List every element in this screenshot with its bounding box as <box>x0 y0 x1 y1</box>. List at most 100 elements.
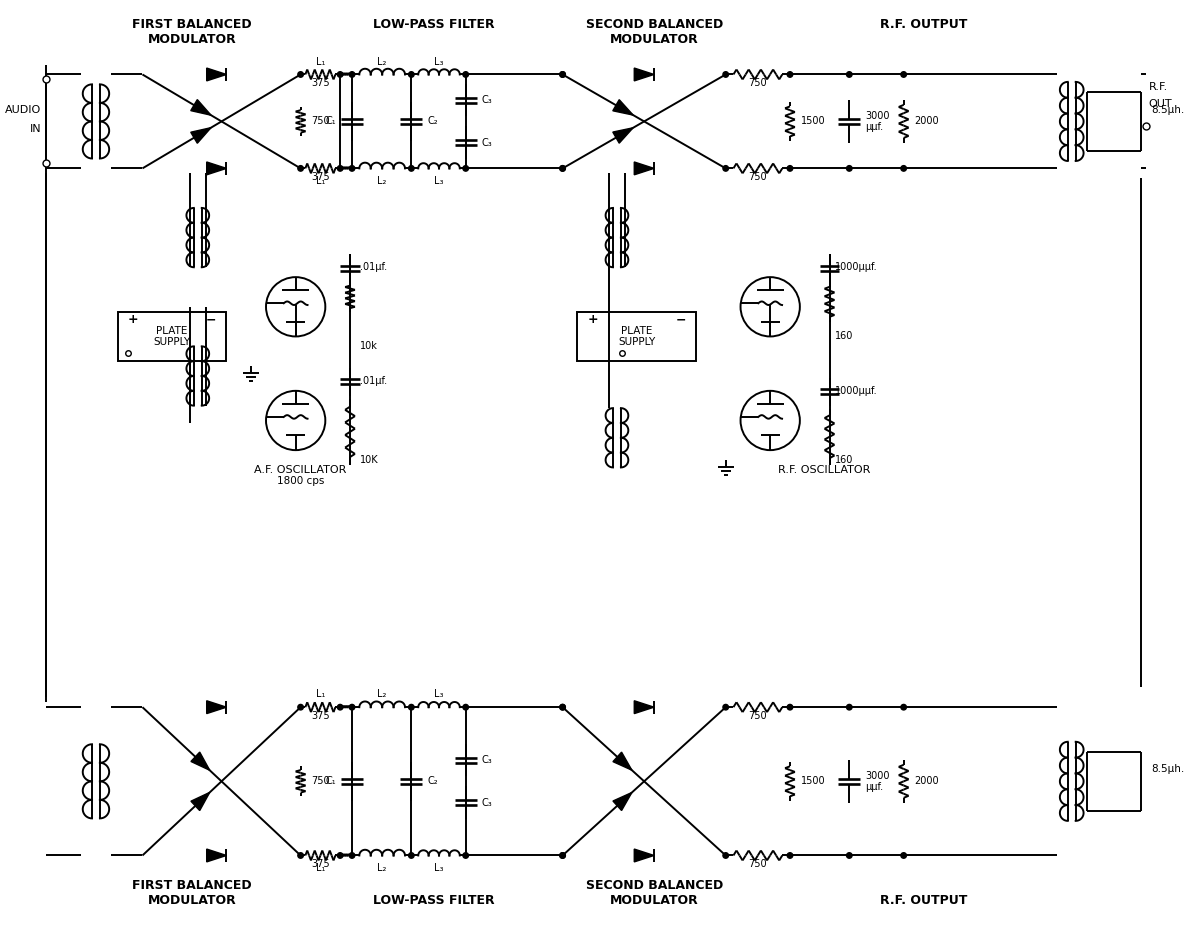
Text: 750: 750 <box>311 776 330 786</box>
Text: L₂: L₂ <box>377 689 387 699</box>
Circle shape <box>337 166 343 171</box>
Circle shape <box>463 705 469 710</box>
Circle shape <box>723 72 729 77</box>
Polygon shape <box>612 793 631 810</box>
Text: PLATE
SUPPLY: PLATE SUPPLY <box>153 326 191 347</box>
Text: C₃: C₃ <box>482 797 493 808</box>
Circle shape <box>560 72 565 77</box>
Circle shape <box>901 853 907 858</box>
Text: L₃: L₃ <box>434 689 444 699</box>
Circle shape <box>846 853 852 858</box>
Text: L₁: L₁ <box>316 56 325 67</box>
Text: 8.5µh.: 8.5µh. <box>1151 764 1185 774</box>
Circle shape <box>298 166 304 171</box>
Text: L₃: L₃ <box>434 177 444 186</box>
Text: +: + <box>588 314 598 327</box>
Polygon shape <box>191 128 211 143</box>
Text: SECOND BALANCED
MODULATOR: SECOND BALANCED MODULATOR <box>586 879 723 906</box>
Text: 750: 750 <box>749 859 767 870</box>
Text: 375: 375 <box>311 859 330 870</box>
Text: +: + <box>127 314 138 327</box>
Circle shape <box>560 853 565 858</box>
Polygon shape <box>207 162 227 175</box>
Circle shape <box>560 72 565 77</box>
Polygon shape <box>191 752 210 771</box>
Text: C₂: C₂ <box>427 776 438 786</box>
Text: 750: 750 <box>749 172 767 182</box>
Circle shape <box>723 853 729 858</box>
Text: 10k: 10k <box>360 341 377 352</box>
Circle shape <box>463 853 469 858</box>
Text: SECOND BALANCED
MODULATOR: SECOND BALANCED MODULATOR <box>586 18 723 46</box>
Circle shape <box>408 166 414 171</box>
Circle shape <box>349 72 355 77</box>
Circle shape <box>787 166 793 171</box>
Text: 375: 375 <box>311 79 330 89</box>
Text: 2000: 2000 <box>914 117 939 127</box>
Polygon shape <box>207 849 227 862</box>
Polygon shape <box>191 793 210 810</box>
Circle shape <box>408 853 414 858</box>
Circle shape <box>560 853 565 858</box>
Polygon shape <box>634 68 654 80</box>
Circle shape <box>846 166 852 171</box>
Text: 1800 cps: 1800 cps <box>277 475 324 486</box>
Circle shape <box>463 72 469 77</box>
Text: R.F.: R.F. <box>1149 81 1168 92</box>
Text: 160: 160 <box>834 331 852 341</box>
Text: OUT: OUT <box>1149 99 1173 108</box>
Text: 1500: 1500 <box>801 117 825 127</box>
Polygon shape <box>634 701 654 713</box>
Circle shape <box>560 166 565 171</box>
Text: C₂: C₂ <box>427 117 438 127</box>
Circle shape <box>408 72 414 77</box>
Bar <box>577 312 696 361</box>
Circle shape <box>349 166 355 171</box>
Circle shape <box>337 72 343 77</box>
Circle shape <box>901 72 907 77</box>
Text: PLATE
SUPPLY: PLATE SUPPLY <box>618 326 655 347</box>
Text: R.F. OSCILLATOR: R.F. OSCILLATOR <box>779 465 871 475</box>
Text: 160: 160 <box>834 455 852 465</box>
Text: AUDIO: AUDIO <box>5 105 42 115</box>
Bar <box>118 312 227 361</box>
Text: 3000
µµf.: 3000 µµf. <box>865 771 889 792</box>
Text: 750: 750 <box>749 711 767 722</box>
Polygon shape <box>634 849 654 862</box>
Polygon shape <box>191 100 211 116</box>
Text: 375: 375 <box>311 711 330 722</box>
Text: A.F. OSCILLATOR: A.F. OSCILLATOR <box>254 465 347 475</box>
Polygon shape <box>612 100 633 115</box>
Text: L₂: L₂ <box>377 863 387 873</box>
Text: −: − <box>207 314 216 327</box>
Text: L₁: L₁ <box>316 689 325 699</box>
Polygon shape <box>207 701 227 713</box>
Circle shape <box>560 705 565 710</box>
Text: 3000
µµf.: 3000 µµf. <box>865 111 889 132</box>
Circle shape <box>463 166 469 171</box>
Text: 2000: 2000 <box>914 776 939 786</box>
Circle shape <box>846 72 852 77</box>
Polygon shape <box>634 162 654 175</box>
Text: LOW-PASS FILTER: LOW-PASS FILTER <box>373 18 495 31</box>
Text: C₃: C₃ <box>482 755 493 765</box>
Text: .01µf.: .01µf. <box>360 376 387 386</box>
Circle shape <box>846 705 852 710</box>
Circle shape <box>298 72 304 77</box>
Text: L₃: L₃ <box>434 56 444 67</box>
Text: C₁: C₁ <box>325 776 336 786</box>
Text: 8.5µh.: 8.5µh. <box>1151 105 1185 115</box>
Text: FIRST BALANCED
MODULATOR: FIRST BALANCED MODULATOR <box>132 879 252 906</box>
Text: .01µf.: .01µf. <box>360 263 387 272</box>
Circle shape <box>408 705 414 710</box>
Circle shape <box>901 705 907 710</box>
Polygon shape <box>612 128 633 143</box>
Circle shape <box>349 853 355 858</box>
Circle shape <box>560 705 565 710</box>
Text: L₂: L₂ <box>377 177 387 186</box>
Text: FIRST BALANCED
MODULATOR: FIRST BALANCED MODULATOR <box>132 18 252 46</box>
Text: R.F. OUTPUT: R.F. OUTPUT <box>880 894 967 906</box>
Circle shape <box>723 705 729 710</box>
Text: L₃: L₃ <box>434 863 444 873</box>
Text: 750: 750 <box>749 79 767 89</box>
